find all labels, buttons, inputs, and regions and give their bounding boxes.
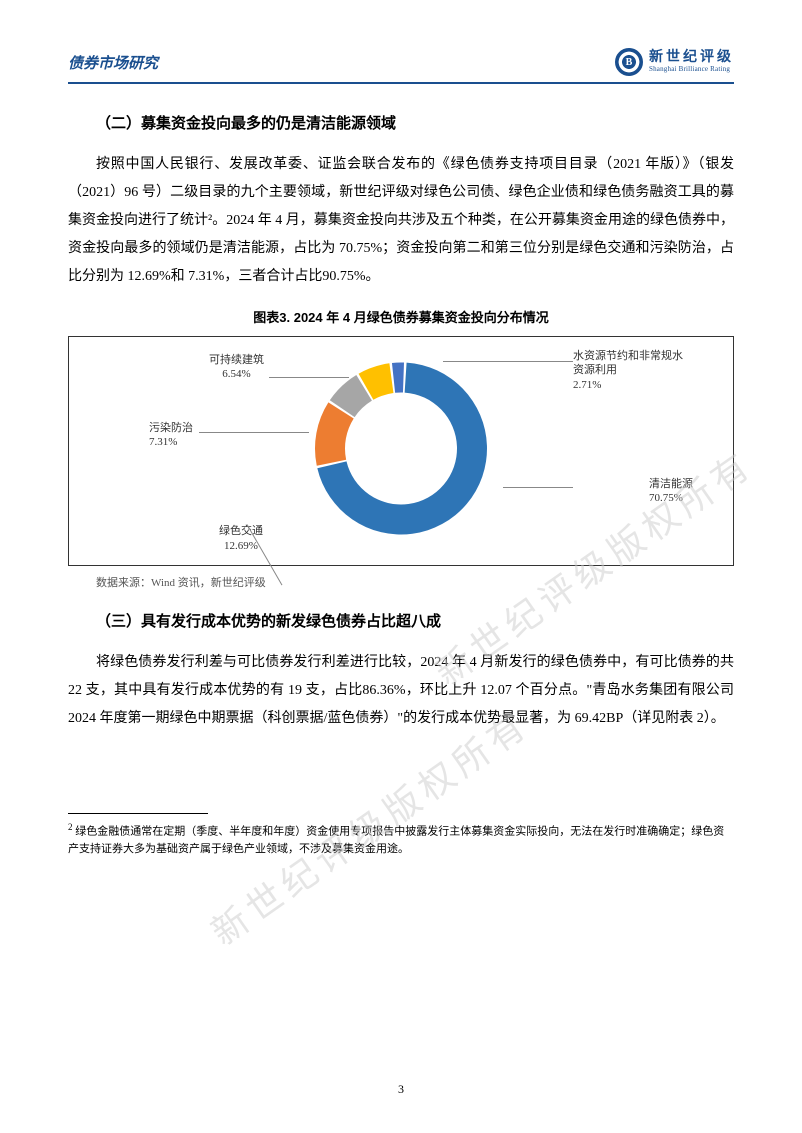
- footnote-text: 绿色金融债通常在定期（季度、半年度和年度）资金使用专项报告中披露发行主体募集资金…: [68, 826, 724, 856]
- leader-line: [199, 432, 309, 433]
- donut-chart-svg: [311, 359, 491, 539]
- brand-text: 新世纪评级 Shanghai Brilliance Rating: [649, 50, 734, 73]
- chart-label-water: 水资源节约和非常规水资源利用 2.71%: [573, 349, 693, 392]
- chart-label-pollution: 污染防治 7.31%: [149, 421, 193, 450]
- section-3-paragraph: 将绿色债券发行利差与可比债券发行利差进行比较，2024 年 4 月新发行的绿色债…: [68, 649, 734, 733]
- leader-line: [443, 361, 573, 362]
- chart-title: 图表3. 2024 年 4 月绿色债券募集资金投向分布情况: [68, 307, 734, 326]
- section-2-paragraph: 按照中国人民银行、发展改革委、证监会联合发布的《绿色债券支持项目目录（2021 …: [68, 151, 734, 291]
- page-header: 债券市场研究 B 新世纪评级 Shanghai Brilliance Ratin…: [68, 48, 734, 84]
- section-3-heading: （三）具有发行成本优势的新发绿色债券占比超八成: [96, 610, 734, 631]
- footnote: 2 绿色金融债通常在定期（季度、半年度和年度）资金使用专项报告中披露发行主体募集…: [68, 820, 734, 859]
- chart-label-sustainable-building: 可持续建筑 6.54%: [209, 353, 264, 382]
- brand-name-cn: 新世纪评级: [649, 50, 734, 65]
- brand-block: B 新世纪评级 Shanghai Brilliance Rating: [615, 48, 734, 76]
- chart-source: 数据来源：Wind 资讯，新世纪评级: [96, 574, 734, 590]
- leader-line: [269, 377, 349, 378]
- section-2-heading: （二）募集资金投向最多的仍是清洁能源领域: [96, 112, 734, 133]
- donut-svg-wrap: [311, 359, 491, 544]
- brand-name-en: Shanghai Brilliance Rating: [649, 66, 734, 74]
- page-number: 3: [398, 1082, 404, 1097]
- footnote-separator: [68, 813, 208, 814]
- chart-label-green-transport: 绿色交通 12.69%: [219, 524, 263, 553]
- leader-line: [503, 487, 573, 488]
- brand-logo-icon: B: [615, 48, 643, 76]
- header-title: 债券市场研究: [68, 52, 158, 73]
- chart-label-clean-energy: 清洁能源 70.75%: [649, 477, 693, 506]
- donut-chart: 水资源节约和非常规水资源利用 2.71% 清洁能源 70.75% 绿色交通 12…: [68, 336, 734, 566]
- donut-slice: [392, 363, 404, 393]
